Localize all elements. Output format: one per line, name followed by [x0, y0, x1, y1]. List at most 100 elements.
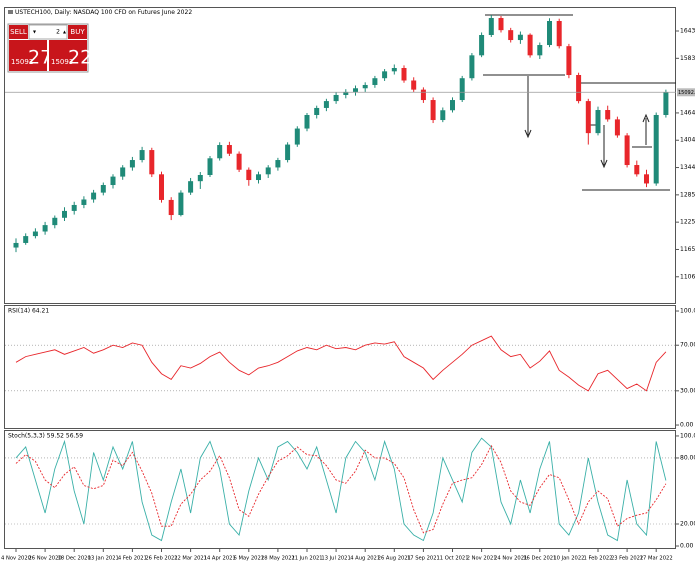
x-tick-label: 1 Feb 2022: [584, 556, 613, 562]
candle-body: [440, 110, 446, 121]
arrow-head: [524, 129, 532, 139]
buy-button[interactable]: [68, 25, 87, 39]
arrow-head: [600, 159, 608, 169]
candle-body: [62, 210, 67, 218]
candle-body: [498, 18, 504, 31]
candle-body: [614, 119, 620, 136]
candle-body: [401, 67, 407, 81]
candle-body: [188, 181, 194, 193]
sell-points[interactable]: 27: [28, 47, 52, 69]
candle-body: [236, 153, 242, 170]
x-tick-label: 26 Nov 2020: [28, 556, 61, 562]
buy-label[interactable]: BUY: [70, 28, 85, 36]
candle-body: [23, 236, 29, 243]
candle-body: [595, 110, 601, 134]
candle-body: [275, 160, 281, 168]
volume-box[interactable]: [28, 24, 68, 40]
buy-price-box[interactable]: [49, 40, 87, 71]
candle-body: [91, 192, 97, 200]
candle-body: [488, 18, 494, 36]
x-tick-label: 23 Feb 2022: [611, 556, 643, 562]
candle-body: [120, 167, 126, 177]
sell-price-box[interactable]: [9, 40, 47, 71]
x-tick-label: 4 Feb 2021: [118, 556, 147, 562]
candle-body: [256, 174, 261, 181]
sell-label[interactable]: SELL: [10, 28, 27, 36]
candle-body: [479, 35, 485, 56]
candle-body: [382, 71, 388, 79]
x-tick-label: 14 Apr 2021: [204, 556, 236, 562]
candle-body: [207, 158, 213, 175]
x-tick-label: 17 Mar 2022: [640, 556, 673, 562]
sell-price[interactable]: 15092: [11, 58, 33, 66]
candle-body: [566, 46, 572, 75]
candle-body: [52, 217, 58, 226]
candle-body: [576, 74, 582, 102]
y-tick-label: 30.00: [680, 387, 695, 394]
candle-body: [168, 199, 174, 216]
x-tick-label: 4 Nov 2020: [1, 556, 31, 562]
candle-body: [32, 231, 38, 237]
candle-body: [217, 145, 223, 159]
candle-body: [634, 165, 640, 175]
y-tick-label: 70.00: [680, 342, 695, 349]
candle-body: [333, 94, 339, 102]
candle-body: [624, 135, 630, 166]
candle-body: [314, 107, 320, 115]
candle-body: [42, 225, 48, 232]
candle-body: [13, 242, 19, 248]
x-tick-label: 13 Jul 2021: [321, 556, 350, 562]
indicator-line: [15, 335, 667, 392]
candle-body: [508, 30, 514, 41]
candle-body: [469, 55, 475, 79]
candle-body: [343, 91, 349, 95]
candle-body: [226, 145, 232, 154]
rsi-title: RSI(14) 64.21: [8, 308, 49, 315]
indicator-line: [15, 444, 667, 534]
y-tick-label: 15834.49: [680, 55, 695, 62]
candle-body: [265, 167, 271, 175]
x-tick-label: 18 Dec 2020: [58, 556, 91, 562]
last-price-box: [677, 88, 695, 97]
candle-body: [517, 34, 523, 41]
candle-body: [285, 144, 291, 161]
buy-price[interactable]: 15093: [51, 58, 73, 66]
candle-body: [663, 92, 669, 115]
x-tick-label: 28 May 2021: [261, 556, 295, 562]
chart-icon: [8, 10, 13, 14]
candle-body: [294, 128, 300, 145]
volume-value[interactable]: 2: [56, 29, 60, 36]
rsi-panel: [4, 305, 676, 429]
candle-body: [110, 176, 116, 186]
x-tick-label: 21 Jun 2021: [291, 556, 322, 562]
sell-button[interactable]: [9, 25, 28, 39]
candle-body: [644, 174, 649, 184]
x-tick-label: 26 Aug 2021: [378, 556, 411, 562]
last-price-label: 15092.27: [678, 90, 695, 96]
x-tick-label: 16 Dec 2021: [523, 556, 556, 562]
candle-body: [323, 101, 329, 108]
candle-body: [547, 20, 552, 46]
volume-down[interactable]: ▾: [33, 29, 36, 36]
candle-body: [81, 199, 87, 205]
main-panel: [4, 7, 676, 304]
buy-points[interactable]: 22: [68, 47, 92, 69]
candle-body: [178, 192, 184, 216]
y-tick-label: 80.00: [680, 454, 695, 461]
x-tick-label: 10 Jan 2022: [553, 556, 584, 562]
candle-body: [71, 204, 77, 211]
candle-body: [362, 84, 368, 89]
candle-body: [450, 100, 455, 111]
candle-body: [391, 67, 397, 72]
volume-up[interactable]: ▴: [63, 29, 66, 36]
candle-body: [304, 114, 310, 129]
candle-body: [537, 45, 543, 56]
stoch-title: Stoch(5,3,3) 59.52 56.59: [8, 433, 83, 440]
stoch-panel: [4, 430, 676, 549]
x-tick-label: 11 Oct 2021: [436, 556, 468, 562]
arrow-head: [642, 113, 650, 123]
